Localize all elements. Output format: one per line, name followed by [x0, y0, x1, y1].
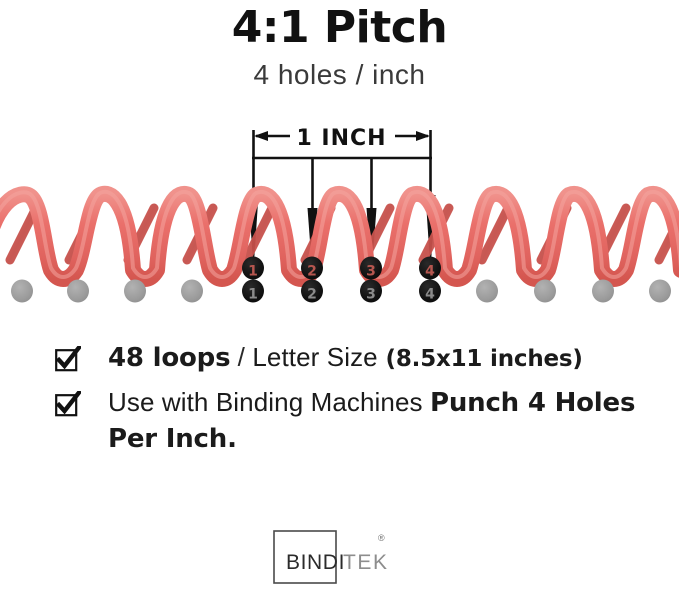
feature-item-loops: 48 loops / Letter Size (8.5x11 inches) — [0, 340, 679, 375]
coil-number-marker-label: 4 — [425, 264, 435, 280]
logo-trademark: ® — [378, 533, 385, 543]
punch-hole — [649, 279, 671, 303]
checkbox-checked-icon[interactable] — [55, 346, 81, 372]
dimension-measure-group: 1 INCH — [252, 126, 432, 160]
punch-hole-number-label: 1 — [248, 287, 258, 303]
punch-hole-number-label: 2 — [307, 287, 317, 303]
punch-hole — [67, 279, 89, 303]
dimension-arrowhead-right-icon — [416, 131, 430, 141]
punch-hole — [592, 279, 614, 303]
feature-list: 48 loops / Letter Size (8.5x11 inches) U… — [0, 340, 679, 466]
page-title: 4:1 Pitch — [231, 2, 448, 53]
punch-hole — [476, 279, 498, 303]
punch-hole-marker — [419, 279, 441, 303]
feature-loops-count: 48 loops — [108, 343, 231, 373]
punch-hole-marker — [301, 279, 323, 303]
header: 4:1 Pitch 4 holes / inch — [0, 0, 679, 91]
punch-hole — [181, 279, 203, 303]
coil-number-markers: 1 2 3 4 — [242, 256, 441, 280]
feature-machines-punch: Punch 4 Holes Per Inch. — [108, 388, 636, 454]
coil-number-marker-label: 1 — [248, 264, 258, 280]
feature-text-loops: 48 loops / Letter Size (8.5x11 inches) — [108, 340, 583, 375]
spiral-coil — [0, 185, 679, 287]
feature-loops-dimensions: (8.5x11 inches) — [377, 346, 583, 372]
coil-number-marker-label: 2 — [307, 264, 317, 280]
page-subtitle: 4 holes / inch — [253, 59, 426, 90]
feature-loops-size: Letter Size — [252, 342, 378, 372]
punch-hole-marker — [242, 279, 264, 303]
coil-highlight — [0, 189, 679, 279]
feature-loops-separator: / — [230, 342, 253, 372]
coil-number-marker — [360, 256, 382, 280]
pitch-diagram: 1 INCH — [0, 110, 679, 310]
logo-name-dark: BINDI — [286, 551, 345, 574]
coil-number-marker-label: 3 — [366, 264, 376, 280]
punch-holes-row: 1 2 3 4 — [11, 279, 671, 303]
dimension-arrowhead-left-icon — [254, 131, 268, 141]
feature-machines-lead: Use with Binding Machines — [108, 387, 430, 418]
brand-logo: BINDI TEK ® — [0, 522, 679, 592]
coil-number-marker — [301, 256, 323, 280]
logo-name-light: TEK — [343, 551, 389, 574]
checkbox-checked-icon[interactable] — [55, 391, 81, 417]
punch-hole — [11, 279, 33, 303]
punch-hole — [124, 279, 146, 303]
feature-text-machines: Use with Binding Machines Punch 4 Holes … — [108, 385, 668, 456]
coil-front-wave — [0, 185, 679, 287]
punch-hole-number-label: 3 — [366, 287, 376, 303]
logo-square-icon — [272, 530, 337, 584]
punch-hole-marker — [360, 279, 382, 303]
punch-hole — [534, 279, 556, 303]
coil-number-marker — [242, 256, 264, 280]
dimension-label: 1 INCH — [296, 126, 386, 151]
coil-number-marker — [419, 256, 441, 280]
feature-item-machines: Use with Binding Machines Punch 4 Holes … — [0, 385, 679, 456]
punch-hole-number-label: 4 — [425, 287, 435, 303]
